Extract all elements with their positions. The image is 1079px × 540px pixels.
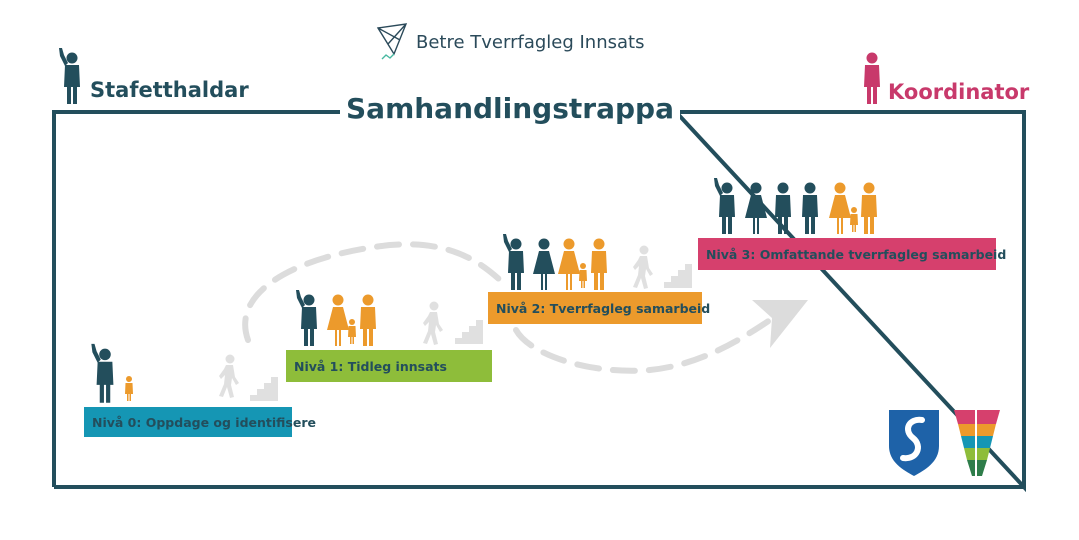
puzzle-logo-icon [954, 410, 1000, 476]
diagram-title: Samhandlingstrappa [340, 92, 680, 125]
step-level-3: Nivå 3: Omfattande tverrfagleg samarbeid [698, 238, 1006, 270]
brand-header: Betre Tverrfagleg Innsats [370, 22, 644, 62]
step-level-1: Nivå 1: Tidleg innsats [286, 350, 492, 382]
step-level-2: Nivå 2: Tverrfagleg samarbeid [488, 292, 710, 324]
role-koordinator: Koordinator [888, 80, 1030, 104]
level2-people [503, 234, 692, 290]
step-level-1-label: Nivå 1: Tidleg innsats [294, 358, 447, 374]
level3-people [714, 178, 877, 234]
step-level-0: Nivå 0: Oppdage og identifisere [84, 407, 316, 437]
frame-border [52, 110, 1026, 493]
role-stafetthaldar: Stafetthaldar [90, 78, 249, 102]
level0-people [91, 343, 278, 403]
step-level-0-label: Nivå 0: Oppdage og identifisere [92, 414, 316, 430]
brand-logo-spacer [370, 22, 406, 62]
level1-people [296, 290, 483, 346]
kite-icon [376, 23, 408, 60]
person-waving-icon [59, 48, 80, 104]
step-level-2-label: Nivå 2: Tverrfagleg samarbeid [496, 300, 711, 316]
dashed-loop-arrow [242, 241, 773, 374]
step-level-3-label: Nivå 3: Omfattande tverrfagleg samarbeid [706, 246, 1007, 262]
arrowhead [752, 300, 808, 348]
brand-text: Betre Tverrfagleg Innsats [416, 31, 645, 53]
crest-icon [889, 410, 939, 476]
person-icon [864, 52, 880, 104]
